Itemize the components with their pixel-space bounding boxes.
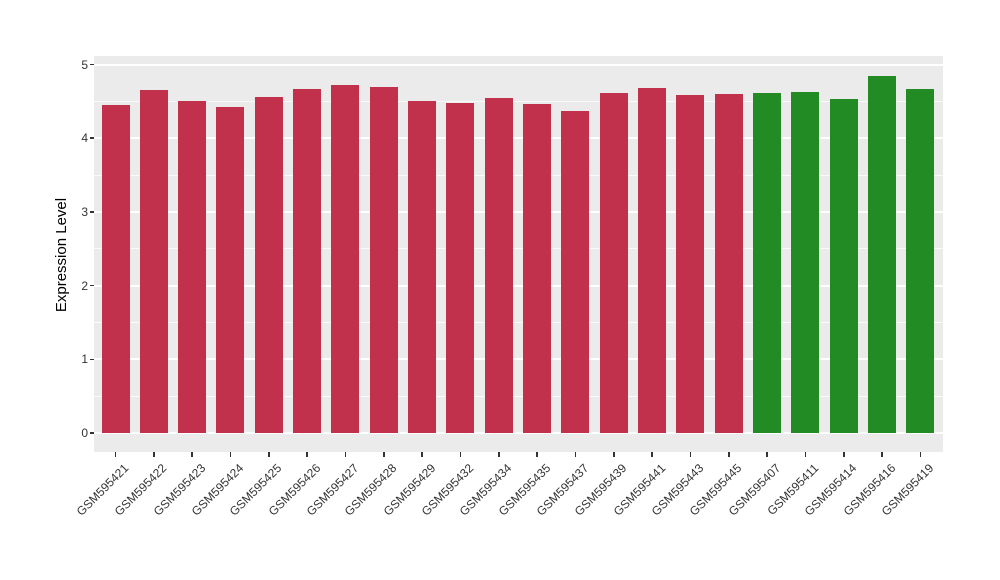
bar-GSM595421 [101, 105, 130, 433]
x-tick-mark [153, 452, 155, 457]
bar-GSM595422 [139, 89, 168, 433]
x-tick-mark [268, 452, 270, 457]
x-tick-mark [728, 452, 730, 457]
x-tick-mark [804, 452, 807, 457]
bar-GSM595407 [753, 93, 782, 433]
bar-GSM595432 [446, 102, 475, 433]
x-tick-mark [114, 452, 117, 457]
x-tick-mark [536, 452, 538, 457]
x-tick-mark [766, 452, 768, 457]
y-tick-mark [89, 432, 94, 434]
minor-gridline [94, 321, 943, 323]
bar-GSM595428 [369, 87, 398, 433]
y-tick-label: 4 [81, 131, 88, 146]
x-tick-mark [919, 452, 922, 457]
bar-GSM595437 [561, 110, 590, 433]
x-tick-mark [421, 452, 423, 457]
x-tick-mark [574, 452, 577, 457]
x-tick-mark [344, 452, 347, 457]
y-tick-mark [89, 211, 94, 213]
bar-GSM595416 [868, 75, 897, 433]
bar-GSM595441 [638, 88, 667, 433]
bar-GSM595429 [408, 101, 437, 433]
major-gridline [94, 358, 943, 361]
x-tick-mark [651, 452, 653, 457]
x-tick-mark [229, 452, 232, 457]
bar-GSM595426 [293, 88, 322, 433]
bar-GSM595411 [791, 91, 820, 433]
y-tick-mark [89, 358, 94, 361]
bar-GSM595425 [254, 96, 283, 433]
y-tick-label: 2 [81, 278, 88, 293]
minor-gridline [94, 100, 943, 102]
bar-GSM595439 [599, 93, 628, 433]
x-tick-mark [306, 452, 308, 457]
y-tick-label: 1 [81, 352, 88, 367]
x-tick-mark [191, 452, 193, 457]
major-gridline [94, 432, 943, 434]
major-gridline [94, 137, 943, 140]
x-tick-mark [689, 452, 692, 457]
y-tick-label: 5 [81, 57, 88, 72]
x-tick-mark [881, 452, 883, 457]
y-tick-label: 3 [81, 204, 88, 219]
plot-panel [94, 56, 943, 452]
bar-GSM595427 [331, 85, 360, 433]
bar-GSM595434 [484, 97, 513, 433]
x-tick-mark [498, 452, 500, 457]
x-tick-mark [383, 452, 385, 457]
x-tick-mark [613, 452, 615, 457]
major-gridline [94, 284, 943, 287]
x-tick-mark [843, 452, 845, 457]
y-tick-label: 0 [81, 426, 88, 440]
major-gridline [94, 210, 943, 213]
bar-GSM595414 [829, 99, 858, 433]
major-gridline [94, 63, 943, 66]
y-tick-mark [89, 137, 94, 139]
minor-gridline [94, 174, 943, 176]
x-tick-mark [459, 452, 462, 457]
y-axis-title: Expression Level [53, 197, 70, 313]
bar-GSM595423 [178, 101, 207, 433]
y-tick-mark [89, 63, 94, 66]
y-tick-mark [89, 284, 94, 287]
minor-gridline [94, 248, 943, 250]
bar-GSM595419 [906, 88, 935, 433]
bar-GSM595443 [676, 95, 705, 433]
bar-GSM595435 [523, 104, 552, 433]
bar-GSM595424 [216, 107, 245, 433]
minor-gridline [94, 395, 943, 397]
bar-GSM595445 [714, 93, 743, 433]
